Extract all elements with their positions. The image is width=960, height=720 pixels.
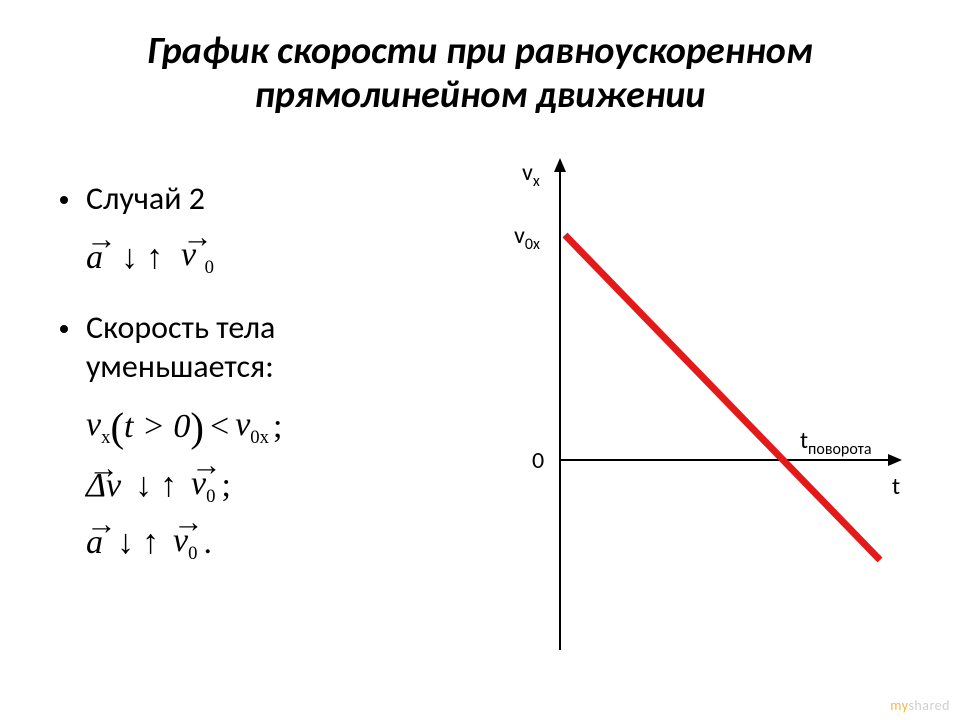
watermark-suffix: shared [908, 697, 950, 714]
vector-v0-b: → v0 [191, 465, 215, 508]
velocity-chart: vx v0x 0 tповорота t [510, 150, 910, 660]
sub-0x: 0x [250, 427, 269, 448]
label-v0x-sub: 0x [525, 235, 540, 254]
semicolon: ; [221, 467, 230, 505]
arrow-up-icon: ↑ [142, 524, 159, 562]
title-line-2: прямолинейном движении [0, 74, 960, 118]
slide: График скорости при равноускоренном прям… [0, 0, 960, 720]
vector-a: → a [86, 239, 103, 277]
vector-arrow: → [173, 505, 197, 540]
paren-open: ( [110, 404, 124, 451]
label-v: v [522, 158, 533, 187]
t-turn-label: tповорота [800, 426, 872, 459]
semicolon: ; [273, 408, 282, 446]
watermark-prefix: my [890, 697, 908, 714]
symbol-vx: vx [86, 406, 110, 449]
bullet-2-line-2: уменьшается: [86, 348, 275, 386]
bullet-dot [60, 196, 68, 204]
arrow-down-icon: ↓ [117, 524, 134, 562]
vector-arrow: → [86, 507, 103, 542]
x-axis-label: t [892, 472, 900, 501]
vector-v0: → v 0 [181, 236, 214, 279]
sub-0: 0 [188, 543, 197, 564]
bullet-2-line-1: Скорость тела [86, 309, 275, 347]
origin-label: 0 [532, 446, 544, 475]
slide-title: График скорости при равноускоренном прям… [0, 30, 960, 117]
formula-row-2: vx ( t > 0 ) < v0x ; [86, 404, 480, 451]
vector-arrow: → [86, 451, 121, 486]
y-axis-label: vx [522, 158, 540, 191]
arrow-up-icon: ↑ [160, 467, 177, 505]
sub-x: x [101, 427, 110, 448]
subscript-0: 0 [205, 257, 214, 278]
watermark: myshared [890, 697, 950, 714]
t-gt-0: t > 0 [124, 408, 190, 446]
vector-arrow: → [181, 220, 214, 255]
title-line-1: График скорости при равноускоренном [0, 30, 960, 74]
vector-arrow: → [191, 448, 215, 483]
sym-v: v [86, 406, 101, 443]
period: . [203, 524, 212, 562]
sym-v: v [235, 406, 250, 443]
bullet-2: Скорость тела уменьшается: [60, 309, 480, 386]
vector-v0-c: → v0 [173, 522, 197, 565]
lt-sign: < [210, 408, 229, 446]
label-tpov-sub: поворота [808, 440, 871, 459]
arrow-up-icon: ↑ [146, 239, 163, 277]
arrow-down-icon: ↓ [121, 239, 138, 277]
formula-row-1: → a ↓ ↑ → v 0 [86, 236, 480, 279]
chart-svg [510, 150, 910, 660]
formula-vectors-a-v0: → a ↓ ↑ → v 0 [86, 236, 480, 279]
bullet-1: Случай 2 [60, 180, 480, 218]
vector-delta-v: → Δv [86, 467, 121, 505]
bullet-1-text: Случай 2 [86, 180, 205, 218]
formula-row-3: → Δv ↓ ↑ → v0 ; [86, 465, 480, 508]
bullet-list: Случай 2 → a ↓ ↑ → v 0 [60, 180, 480, 595]
bullet-2-text: Скорость тела уменьшается: [86, 309, 275, 386]
symbol-v0x: v0x [235, 406, 269, 449]
label-v: v [514, 221, 525, 250]
label-vx-sub: x [533, 172, 540, 191]
formula-row-4: → a ↓ ↑ → v0 . [86, 522, 480, 565]
arrow-down-icon: ↓ [135, 467, 152, 505]
paren-close: ) [190, 404, 204, 451]
vector-a-b: → a [86, 524, 103, 562]
label-t: t [800, 426, 808, 455]
sub-0: 0 [206, 486, 215, 507]
v0x-label: v0x [514, 221, 540, 254]
bullet-dot [60, 325, 68, 333]
vector-arrow: → [86, 222, 103, 257]
formula-block-2: vx ( t > 0 ) < v0x ; → Δv ↓ ↑ [86, 404, 480, 565]
